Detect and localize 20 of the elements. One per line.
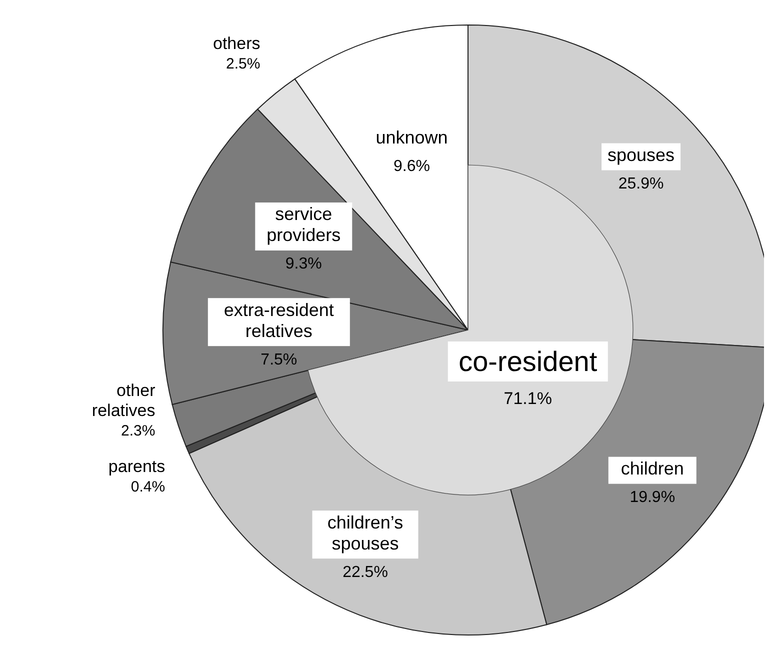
- slice-label: service providers: [266, 204, 341, 246]
- slice-label: spouses: [608, 144, 675, 165]
- slice-label: parents: [108, 457, 166, 476]
- data-label: 25.9%: [618, 175, 664, 192]
- slice-label: extra-resident relatives: [224, 300, 334, 341]
- data-label: 71.1%: [504, 388, 552, 408]
- slice-label: children: [620, 458, 684, 479]
- slice-label: children’s spouses: [327, 512, 404, 554]
- data-label: 9.6%: [394, 158, 430, 176]
- data-label: 22.5%: [342, 564, 388, 581]
- slice-label: co-resident: [458, 346, 598, 377]
- data-label: 9.3%: [285, 256, 322, 273]
- slice-label: other relatives: [92, 380, 156, 420]
- data-label: 2.3%: [121, 422, 156, 440]
- data-label: 19.9%: [630, 489, 676, 506]
- data-label: 7.5%: [260, 351, 298, 368]
- slice-label: unknown: [376, 128, 448, 148]
- data-label: 0.4%: [130, 478, 166, 496]
- data-label: 2.5%: [226, 55, 260, 72]
- slice-label: others: [213, 34, 260, 53]
